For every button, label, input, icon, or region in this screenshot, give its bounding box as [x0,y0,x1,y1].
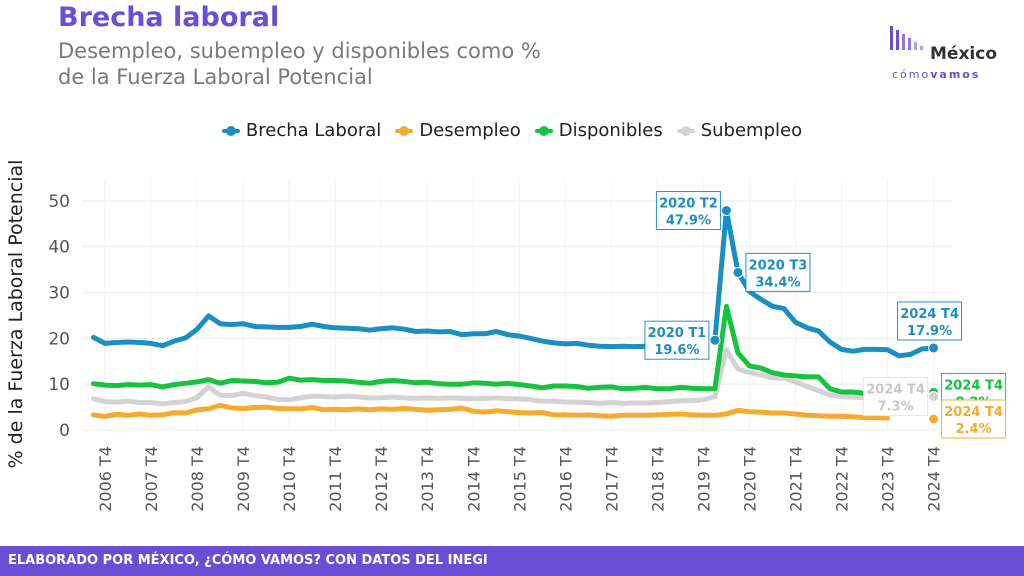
legend-item: Brecha Laboral [221,120,382,141]
x-tick-label: 2022 T4 [833,446,852,512]
legend-item: Subempleo [676,120,803,141]
annotation-value: 19.6% [654,343,699,358]
y-axis-label: % de la Fuerza Laboral Potencial [5,160,27,469]
x-tick-label: 2019 T4 [694,446,713,512]
x-tick-label: 2018 T4 [648,446,667,512]
legend-label: Subempleo [700,120,803,141]
annotated-point [928,342,940,354]
annotated-point [928,413,940,425]
y-tick-label: 20 [48,329,70,349]
annotation-box [655,191,721,231]
annotation-period: 2024 T4 [944,405,1003,420]
chart-subtitle: Desempleo, subempleo y disponibles como … [58,38,618,90]
annotated-point [720,205,732,217]
annotation-value: 7.3% [878,400,914,415]
x-tick-label: 2010 T4 [280,446,299,512]
x-tick-label: 2014 T4 [464,446,483,512]
logo-word: México [930,44,997,64]
legend-marker [676,124,695,138]
x-tick-label: 2006 T4 [96,446,115,512]
annotation-period: 2024 T4 [866,383,925,398]
legend-label: Desempleo [419,120,521,141]
annotated-point [928,391,940,403]
logo-sub: cómovamos [892,68,981,81]
series-line-disponibles [91,303,879,396]
annotation-box [745,252,811,292]
annotation-value: 47.9% [666,214,711,229]
annotation-period: 2024 T4 [900,307,959,322]
annotation-box [863,377,929,417]
annotation-value: 2.4% [956,422,992,437]
annotated-point [709,334,721,346]
subtitle-line-2: de la Fuerza Laboral Potencial [58,65,373,89]
legend-marker [534,124,553,138]
series-line-subempleo [91,347,891,407]
x-tick-label: 2024 T4 [925,446,944,512]
annotation-box [941,399,1007,439]
x-tick-label: 2011 T4 [326,446,345,512]
x-tick-label: 2023 T4 [879,446,898,512]
x-tick-label: 2009 T4 [234,446,253,512]
annotation-value: 17.9% [907,324,952,339]
annotation-period: 2020 T2 [659,197,718,212]
legend-marker [395,124,414,138]
series-line-brecha-laboral [712,208,937,359]
x-tick-label: 2020 T4 [740,446,759,512]
annotated-point [732,266,744,278]
legend-item: Desempleo [395,120,521,141]
line-chart: 0 10 20 30 40 50 2006 T4 2007 T4 2008 T4 2009 T4 2… [5,160,1007,512]
x-tick-label: 2016 T4 [556,446,575,512]
annotation-box [644,320,710,360]
x-tick-label: 2012 T4 [372,446,391,512]
y-tick-label: 30 [48,284,70,304]
logo-bars-icon [890,26,923,50]
legend-label: Disponibles [558,120,663,141]
y-tick-label: 40 [48,238,70,258]
series-line-brecha-laboral [91,313,649,350]
x-tick-label: 2021 T4 [786,446,805,512]
y-tick-label: 0 [59,421,70,441]
y-tick-label: 10 [48,375,70,395]
annotation-period: 2024 T4 [944,378,1003,393]
x-tick-label: 2013 T4 [418,446,437,512]
annotation-box [897,301,963,341]
annotation-period: 2020 T1 [648,326,707,341]
x-tick-label: 2015 T4 [510,446,529,512]
legend-marker [221,124,240,138]
legend-item: Disponibles [534,120,663,141]
chart-legend: Brecha Laboral Desempleo Disponibles Subemp… [0,120,1024,141]
x-tick-label: 2017 T4 [602,446,621,512]
x-tick-label: 2007 T4 [142,446,161,512]
y-tick-label: 50 [48,192,70,212]
annotation-period: 2020 T3 [749,258,808,273]
footer-credit: ELABORADO POR MÉXICO, ¿CÓMO VAMOS? CON D… [0,546,1024,576]
series-line-desempleo [91,402,891,421]
chart-title: Brecha laboral [58,2,280,33]
legend-label: Brecha Laboral [245,120,382,141]
x-tick-label: 2008 T4 [188,446,207,512]
annotation-value: 34.4% [755,275,800,290]
mexico-como-vamos-logo: México cómovamos [888,24,1008,84]
subtitle-line-1: Desempleo, subempleo y disponibles como … [58,39,541,63]
